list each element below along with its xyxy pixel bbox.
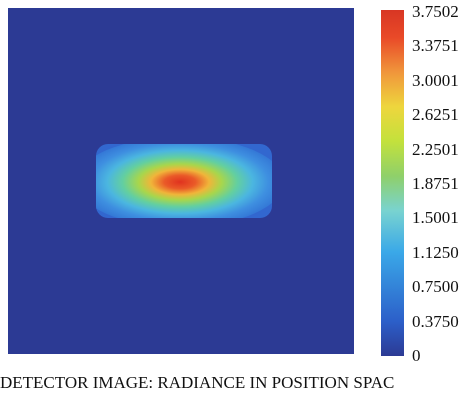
colorbar-tick-label: 0 <box>412 346 421 365</box>
detector-caption: DETECTOR IMAGE: RADIANCE IN POSITION SPA… <box>0 373 395 392</box>
colorbar-tick-label: 3.0001 <box>412 70 459 90</box>
colorbar-tick-label: 0.7500 <box>412 277 459 297</box>
colorbar-tick-label: 1.5001 <box>412 208 459 228</box>
radiance-spot <box>96 144 272 218</box>
colorbar-tick-label: 3.7502 <box>412 2 459 21</box>
colorbar-tick-label: 2.2501 <box>412 139 459 159</box>
colorbar-tick-label: 2.6251 <box>412 105 459 125</box>
colorbar-tick-label: 1.1250 <box>412 242 459 262</box>
colorbar <box>381 10 404 356</box>
colorbar-tick-label: 3.3751 <box>412 36 459 56</box>
colorbar-tick-label: 1.8751 <box>412 174 459 193</box>
colorbar-tick-label: 0.3750 <box>412 311 459 331</box>
detector-heatmap <box>8 8 354 354</box>
